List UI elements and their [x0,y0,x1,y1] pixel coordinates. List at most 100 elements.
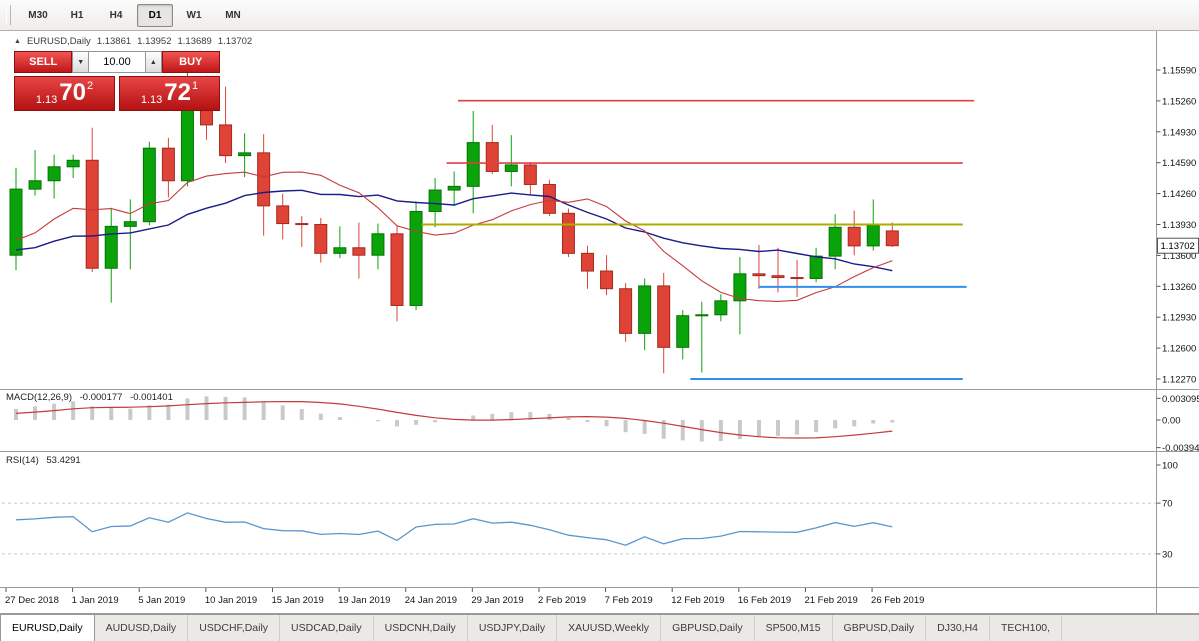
tab-usdcnh-daily[interactable]: USDCNH,Daily [374,615,468,641]
ohlc-low: 1.13689 [177,36,212,47]
candle-body [161,147,175,182]
candle-body [561,212,575,254]
macd-axis-label: 0.00 [1162,416,1181,427]
candle-body [295,223,309,226]
rsi-axis-label: 30 [1162,549,1173,560]
timeframe-button-mn[interactable]: MN [225,9,241,21]
date-axis-label: 16 Feb 2019 [738,595,791,606]
bid-price-display[interactable]: 1.13 70 2 [14,76,115,111]
candle-body [752,273,766,277]
candle-body [600,270,614,290]
tab-eurusd-daily[interactable]: EURUSD,Daily [0,615,95,641]
candle-body [409,210,423,306]
price-axis-label: 1.13600 [1162,251,1196,262]
ohlc-open: 1.13861 [96,36,132,47]
date-axis-label: 15 Jan 2019 [271,595,323,606]
ask-price-display[interactable]: 1.13 72 1 [119,76,220,111]
price-axis-label: 1.13260 [1162,282,1196,293]
price-axis-label: 1.14260 [1162,189,1196,200]
macd-name: MACD(12,26,9) [6,392,72,403]
volume-increase-icon[interactable]: ▲ [145,51,162,73]
date-axis-label: 24 Jan 2019 [405,595,457,606]
candle-body [828,226,842,257]
rsi-value: 53.4291 [46,455,81,466]
tab-gbpusd-daily[interactable]: GBPUSD,Daily [833,615,927,641]
date-axis-label: 21 Feb 2019 [804,595,857,606]
date-axis-label: 7 Feb 2019 [605,595,653,606]
ma-line-10 [15,171,893,302]
candle-body [257,152,271,207]
chart-header: ▲ EURUSD,Daily 1.13861 1.13952 1.13689 1… [14,36,252,47]
volume-input[interactable] [89,51,145,73]
price-axis-label: 1.15260 [1162,96,1196,107]
tab-usdchf-daily[interactable]: USDCHF,Daily [188,615,281,641]
rsi-name: RSI(14) [6,455,39,466]
tab-dj30-h4[interactable]: DJ30,H4 [926,615,991,641]
macd-main-value: -0.000177 [79,392,123,403]
candle-body [333,247,347,254]
candle-body [238,152,252,157]
date-axis-label: 27 Dec 2018 [5,595,59,606]
tab-xauusd-weekly[interactable]: XAUUSD,Weekly [557,615,662,641]
candle-body [847,226,861,247]
price-axis-label: 1.12600 [1162,344,1196,355]
tab-sp500-m15[interactable]: SP500,M15 [755,615,833,641]
candle-body [352,247,366,256]
candle-body [485,142,499,172]
candle-body [733,273,747,302]
volume-decrease-icon[interactable]: ▼ [72,51,89,73]
ask-pip-fraction: 1 [192,80,199,92]
date-axis-label: 19 Jan 2019 [338,595,390,606]
candle-body [581,252,594,272]
sell-button[interactable]: SELL [14,51,73,73]
date-axis-label: 5 Jan 2019 [138,595,185,606]
timeframe-button-m30[interactable]: M30 [28,9,48,21]
candle-body [276,205,290,225]
timeframe-toolbar: M30 H1 H4 D1 W1 MN [0,0,1199,31]
bid-big-figure: 1.13 [35,94,58,106]
date-axis-label: 29 Jan 2019 [471,595,523,606]
timeframe-button-d1[interactable]: D1 [137,3,173,27]
tab-tech100-[interactable]: TECH100, [990,615,1063,641]
candle-body [619,288,633,334]
tab-usdjpy-daily[interactable]: USDJPY,Daily [468,615,558,641]
ohlc-close: 1.13702 [217,36,253,47]
timeframe-button-h4[interactable]: H4 [109,9,123,21]
date-axis-label: 1 Jan 2019 [72,595,119,606]
candle-body [28,180,42,190]
candle-body [790,277,804,280]
date-axis-label: 26 Feb 2019 [871,595,924,606]
candle-body [123,221,137,227]
candle-body [504,164,518,172]
candle-body [47,166,61,182]
ohlc-high: 1.13952 [137,36,172,47]
price-axis-label: 1.12930 [1162,313,1196,324]
price-axis-label: 1.13930 [1162,220,1196,231]
chart-tabs-bar: EURUSD,Daily AUDUSD,Daily USDCHF,Daily USDC… [0,614,1199,641]
timeframe-button-w1[interactable]: W1 [186,9,202,21]
price-axis-label: 1.15590 [1162,66,1196,77]
tab-audusd-daily[interactable]: AUDUSD,Daily [95,615,189,641]
candle-body [9,188,23,256]
candle-body [523,164,537,185]
timeframe-button-h1[interactable]: H1 [70,9,84,21]
candle-body [809,255,823,279]
buy-button[interactable]: BUY [161,51,220,73]
candle-body [695,314,709,317]
date-axis-label: 10 Jan 2019 [205,595,257,606]
candle-body [714,300,728,316]
ask-pips: 72 [164,79,191,106]
tab-usdcad-daily[interactable]: USDCAD,Daily [280,615,374,641]
date-axis-label: 12 Feb 2019 [671,595,724,606]
candle-body [104,225,118,269]
rsi-label: RSI(14) 53.4291 [6,455,86,466]
toolbar-grip-icon[interactable] [6,5,11,25]
tab-gbpusd-daily[interactable]: GBPUSD,Daily [661,615,755,641]
rsi-axis-label: 70 [1162,499,1173,510]
candle-body [390,233,404,306]
chart-symbol: EURUSD,Daily [26,36,91,47]
macd-signal-line [15,401,893,439]
candle-body [885,230,899,247]
